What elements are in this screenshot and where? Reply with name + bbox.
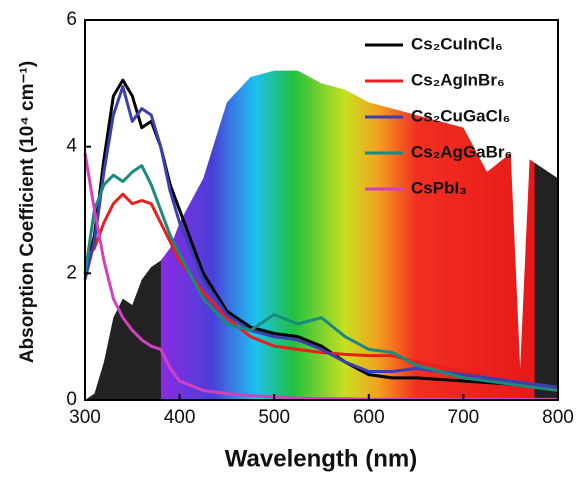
x-tick-label: 600 [353,407,385,428]
plot-frame [84,19,559,401]
y-tick-label: 4 [66,136,77,157]
legend-label: Cs₂AgInBr₆ [411,70,505,89]
legend-label: Cs₂CuInCl₆ [411,34,503,53]
y-tick-label: 0 [66,389,77,410]
spectrum-area [85,70,558,401]
y-axis-title: Absorption Coefficient (10⁴ cm⁻¹) [17,61,38,363]
y-tick-label: 6 [66,9,77,30]
x-tick-label: 800 [542,407,574,428]
series-line [83,85,559,389]
x-tick-label: 700 [448,407,480,428]
x-axis-title: Wavelength (nm) [225,445,417,472]
series-line [83,78,559,391]
legend-label: Cs₂CuGaCl₆ [411,106,510,125]
y-tick-label: 2 [66,262,77,283]
legend-label: Cs₂AgGaBr₆ [411,142,512,161]
x-tick-label: 400 [164,407,196,428]
series-line [83,164,559,392]
series-line [83,192,559,389]
x-tick-label: 300 [69,407,101,428]
x-tick-label: 500 [258,407,290,428]
legend-label: CsPbI₃ [411,178,467,197]
